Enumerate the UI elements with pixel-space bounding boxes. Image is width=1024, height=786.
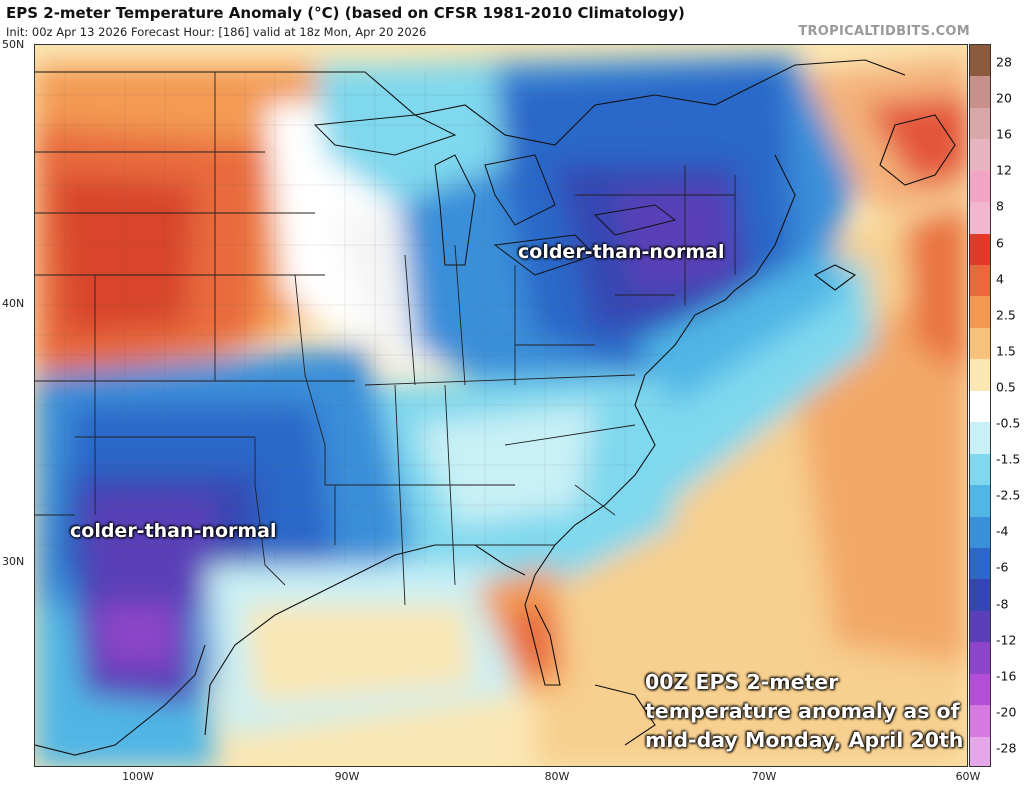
colorbar-segment	[970, 107, 990, 140]
colorbar-label: -0.5	[996, 415, 1021, 431]
colorbar-segment	[970, 610, 990, 643]
great-lakes	[313, 114, 677, 276]
colorbar-label: -2.5	[996, 487, 1021, 503]
lat-label-50n: 50N	[2, 38, 25, 51]
lat-label-30n: 30N	[2, 555, 25, 568]
colorbar-label: -28	[996, 740, 1017, 756]
caption: 00Z EPS 2-meter temperature anomaly as o…	[645, 668, 963, 755]
colorbar-segment	[970, 359, 990, 392]
lat-label-40n: 40N	[2, 297, 25, 310]
colorbar-segment	[970, 516, 990, 549]
colorbar-segment	[970, 296, 990, 329]
colorbar-segment	[970, 76, 990, 109]
colorbar-segment	[970, 485, 990, 517]
colorbar-segment	[970, 422, 990, 455]
init-info: Init: 00z Apr 13 2026 Forecast Hour: [18…	[6, 25, 427, 39]
annotation-northeast: colder-than-normal	[518, 241, 725, 263]
colorbar-label: 4	[996, 271, 1004, 287]
colorbar-segment	[970, 453, 990, 486]
colorbar	[969, 44, 991, 767]
brand-watermark: TROPICALTIDBITS.COM	[798, 24, 970, 39]
colorbar-label: 0.5	[996, 379, 1016, 395]
lon-label-70w: 70W	[751, 770, 777, 783]
colorbar-label: 6	[996, 235, 1004, 251]
annotation-southern-plains: colder-than-normal	[70, 520, 277, 542]
caption-line-1: 00Z EPS 2-meter	[645, 670, 839, 694]
anomaly-map-canvas	[35, 45, 967, 766]
colorbar-label: -8	[996, 596, 1009, 612]
colorbar-segment	[970, 390, 990, 423]
colorbar-label: -6	[996, 559, 1009, 575]
anomaly-map	[34, 44, 968, 767]
colorbar-label: 8	[996, 198, 1004, 214]
caption-line-2: temperature anomaly as of	[645, 699, 960, 723]
caption-line-3: mid-day Monday, April 20th	[645, 728, 964, 752]
anomaly-field	[35, 55, 967, 766]
lon-label-100w: 100W	[122, 770, 154, 783]
colorbar-segment	[970, 673, 990, 706]
colorbar-segment	[970, 233, 990, 266]
colorbar-segment	[970, 705, 990, 738]
colorbar-label: 20	[996, 90, 1012, 106]
colorbar-label: -16	[996, 668, 1017, 684]
state-borders	[35, 72, 736, 606]
colorbar-segment	[970, 265, 990, 297]
colorbar-segment	[970, 139, 990, 172]
colorbar-segment	[970, 642, 990, 675]
colorbar-segment	[970, 202, 990, 235]
colorbar-segment	[970, 579, 990, 612]
colorbar-label: -4	[996, 523, 1009, 539]
lon-label-90w: 90W	[334, 770, 360, 783]
colorbar-label: 12	[996, 162, 1012, 178]
colorbar-segment	[970, 736, 990, 766]
colorbar-segment	[970, 45, 990, 77]
colorbar-label: 1.5	[996, 343, 1016, 359]
lon-label-80w: 80W	[544, 770, 570, 783]
colorbar-segment	[970, 327, 990, 360]
colorbar-label: -12	[996, 632, 1017, 648]
colorbar-label: 2.5	[996, 307, 1016, 323]
colorbar-segment	[970, 170, 990, 203]
colorbar-label: -20	[996, 704, 1017, 720]
map-title: EPS 2-meter Temperature Anomaly (°C) (ba…	[6, 4, 685, 22]
colorbar-label: 28	[996, 54, 1012, 70]
lon-label-60w: 60W	[955, 770, 981, 783]
colorbar-label: 16	[996, 126, 1012, 142]
county-grid	[35, 72, 675, 565]
colorbar-segment	[970, 547, 990, 580]
colorbar-label: -1.5	[996, 451, 1021, 467]
